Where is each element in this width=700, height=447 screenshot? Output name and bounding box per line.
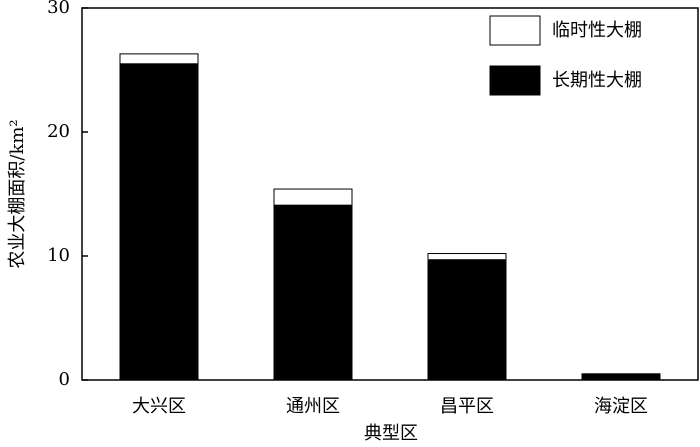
bar-segment — [273, 188, 353, 206]
y-tick-label: 20 — [47, 121, 70, 142]
y-axis-label: 农业大棚面积/km² — [7, 119, 28, 268]
bar-segment — [427, 253, 507, 261]
y-tick-label: 30 — [47, 0, 70, 18]
legend-label: 临时性大棚 — [552, 20, 642, 41]
x-tick-label: 通州区 — [286, 396, 340, 417]
x-tick-label: 大兴区 — [132, 396, 186, 417]
legend-swatch — [489, 65, 541, 96]
bar-segment — [581, 373, 661, 381]
x-axis-label: 典型区 — [364, 423, 418, 444]
bar-segment — [119, 63, 199, 381]
y-tick-label: 0 — [59, 369, 70, 390]
y-tick-label: 10 — [47, 245, 70, 266]
x-tick-label: 昌平区 — [440, 396, 494, 417]
plot-frame — [81, 7, 699, 381]
legend-swatch — [489, 15, 541, 46]
legend-label: 长期性大棚 — [552, 70, 642, 91]
bar-segment — [119, 53, 199, 65]
bar-segment — [273, 204, 353, 381]
bar-segment — [427, 259, 507, 381]
x-tick-label: 海淀区 — [594, 396, 648, 417]
